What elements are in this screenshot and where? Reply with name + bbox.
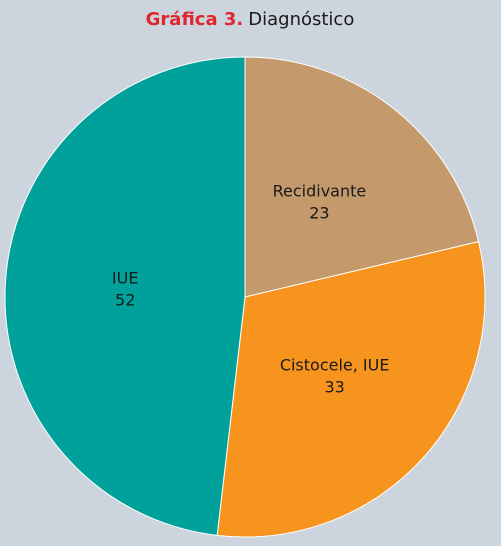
slice-label: IUE [112, 269, 139, 288]
slice-value: 23 [309, 203, 329, 222]
slice-value: 33 [324, 377, 344, 396]
pie-slice [216, 241, 486, 538]
slice-label: Cistocele, IUE [280, 355, 390, 374]
pie [4, 56, 486, 538]
title-prefix: Gráfica 3. [146, 9, 244, 30]
slice-label: Recidivante [273, 181, 367, 200]
pie-slice [244, 56, 480, 298]
chart-title-group: Gráfica 3. Diagnóstico [146, 9, 355, 30]
pie-slice [4, 56, 246, 536]
chart-title: Diagnóstico [248, 9, 354, 30]
slice-value: 52 [115, 291, 135, 310]
